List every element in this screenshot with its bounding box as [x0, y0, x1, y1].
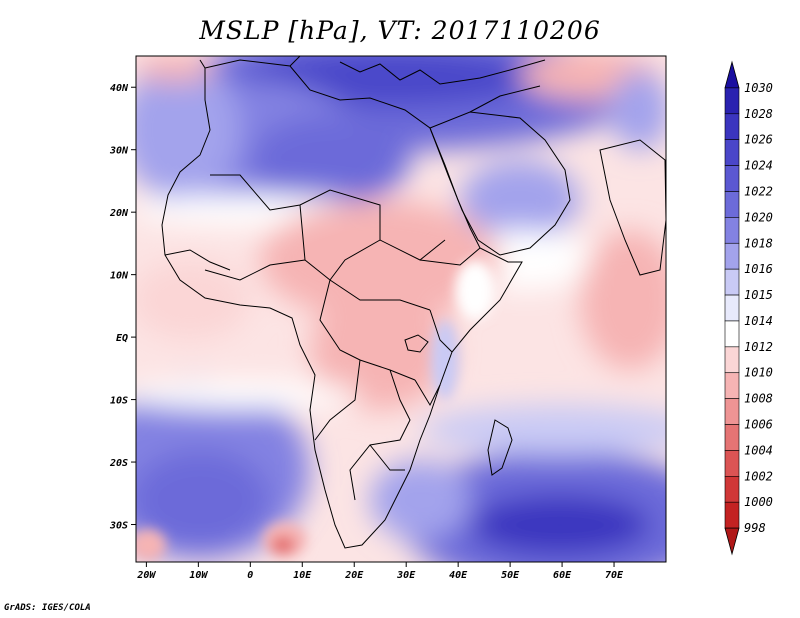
plot-frame: [135, 55, 667, 563]
colorbar-swatch: [724, 450, 740, 477]
colorbar-label: 1000: [744, 495, 773, 509]
lat-tick-label: 20N: [109, 208, 129, 219]
footer-credit: GrADS: IGES/COLA: [4, 603, 91, 613]
arabia-coastline: [429, 111, 571, 256]
colorbar-label: 998: [744, 521, 766, 535]
colorbar-swatch: [724, 320, 740, 348]
colorbar-label: 1006: [744, 418, 773, 432]
lat-tick-label: 30S: [109, 521, 128, 532]
colorbar-swatch: [724, 191, 740, 218]
lake-victoria: [404, 334, 429, 353]
colorbar-swatch: [724, 217, 740, 244]
colorbar-swatch: [724, 87, 740, 115]
colorbar-top-arrow: [724, 60, 740, 89]
colorbar-swatch: [724, 165, 740, 192]
europe-coastline: [199, 56, 546, 113]
lon-tick-label: 30E: [396, 570, 416, 581]
colorbar-label: 1026: [744, 133, 773, 147]
lon-tick-label: 40E: [449, 570, 468, 581]
madagascar-coastline: [487, 419, 513, 476]
colorbar-label: 1002: [744, 469, 773, 483]
colorbar-swatch: [724, 242, 740, 270]
colorbar-bottom-arrow: [724, 527, 740, 556]
colorbar-label: 1008: [744, 392, 773, 406]
lat-tick-label: 10S: [110, 396, 128, 407]
lat-tick-label: 40N: [110, 83, 129, 94]
colorbar-label: 1012: [744, 340, 773, 354]
lat-tick-label: 20S: [109, 458, 128, 469]
colorbar-label: 1024: [744, 159, 773, 173]
colorbar-swatch: [724, 501, 740, 529]
colorbar-swatch: [724, 113, 740, 140]
lon-tick-label: 20E: [344, 570, 364, 581]
colorbar-label: 1030: [744, 81, 773, 95]
colorbar-label: 1018: [744, 236, 773, 250]
colorbar-label: 1028: [744, 107, 773, 121]
lon-tick-label: 0: [247, 570, 253, 581]
lat-tick-label: 10N: [110, 271, 129, 282]
colorbar-label: 1020: [744, 210, 773, 224]
lon-tick-label: 60E: [553, 570, 572, 581]
map-title: MSLP [hPa], VT: 2017110206: [199, 16, 601, 45]
colorbar-swatch: [724, 294, 740, 322]
colorbar-swatch: [724, 139, 740, 166]
colorbar-label: 1022: [744, 184, 773, 198]
colorbar-swatch: [724, 372, 740, 399]
colorbar-swatch: [724, 346, 740, 374]
lon-tick-label: 10W: [189, 570, 208, 581]
coastlines: [161, 56, 666, 549]
colorbar-swatch: [724, 476, 740, 503]
colorbar: 1030 1028 1026 1024 1022 1020 1018 1016 1015 1014…: [724, 60, 773, 556]
lat-tick-label: 30N: [109, 146, 129, 157]
lat-tick-label: EQ: [116, 333, 128, 344]
lon-tick-label: 70E: [605, 570, 624, 581]
lon-tick-label: 20W: [136, 570, 156, 581]
country-borders: [164, 174, 481, 501]
colorbar-swatch: [724, 424, 740, 451]
colorbar-label: 1004: [744, 443, 773, 457]
colorbar-swatch: [724, 398, 740, 425]
colorbar-label: 1014: [744, 314, 773, 328]
colorbar-label: 1010: [744, 366, 773, 380]
colorbar-swatch: [724, 268, 740, 296]
colorbar-label: 1016: [744, 262, 773, 276]
pressure-field: [136, 56, 666, 562]
lon-tick-label: 50E: [501, 570, 520, 581]
india-coastline: [599, 139, 666, 276]
axis-ticks: 20W 10W 0 10E 20E 30E 40E 50E 60E 70E 40N 30N 20N 10N…: [109, 83, 624, 581]
colorbar-label: 1015: [744, 288, 773, 302]
lon-tick-label: 10E: [293, 570, 312, 581]
